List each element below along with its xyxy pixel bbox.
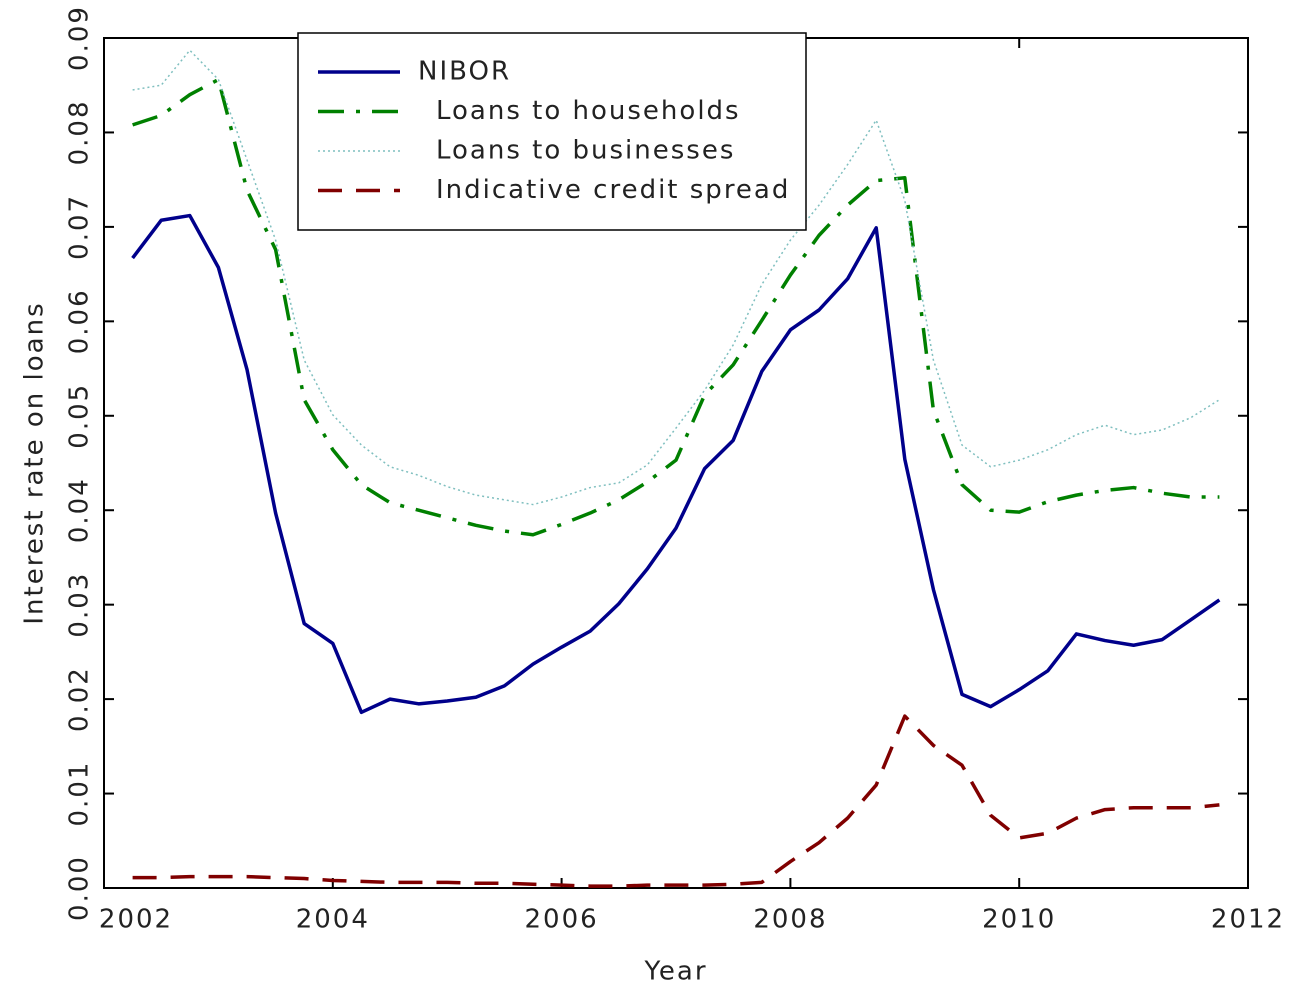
x-tick-label: 2006 — [525, 905, 599, 935]
series-line — [132, 77, 1220, 537]
legend-label: Loans to households — [436, 96, 741, 126]
x-tick-label: 2010 — [982, 905, 1056, 935]
x-axis-label: Year — [643, 957, 707, 987]
x-tick-label: 2002 — [99, 905, 173, 935]
y-tick-label: 0.03 — [65, 572, 95, 638]
y-axis-label: Interest rate on loans — [20, 301, 50, 624]
series-line — [132, 49, 1220, 506]
x-tick-label: 2008 — [753, 905, 827, 935]
y-tick-label: 0.02 — [65, 666, 95, 732]
legend-label: Indicative credit spread — [436, 175, 790, 205]
y-tick-label: 0.04 — [65, 477, 95, 543]
y-tick-label: 0.01 — [65, 761, 95, 827]
y-tick-label: 0.05 — [65, 383, 95, 449]
legend-label: NIBOR — [418, 57, 511, 87]
x-tick-label: 2004 — [296, 905, 370, 935]
series-line — [132, 714, 1220, 888]
x-tick-label: 2012 — [1211, 905, 1285, 935]
series-line — [131, 213, 1221, 715]
legend-label: Loans to businesses — [436, 136, 735, 166]
y-tick-label: 0.00 — [65, 855, 95, 921]
y-tick-label: 0.08 — [65, 99, 95, 165]
y-tick-label: 0.09 — [65, 5, 95, 71]
legend-box — [297, 32, 807, 231]
y-tick-label: 0.06 — [65, 288, 95, 354]
y-tick-label: 0.07 — [65, 194, 95, 260]
